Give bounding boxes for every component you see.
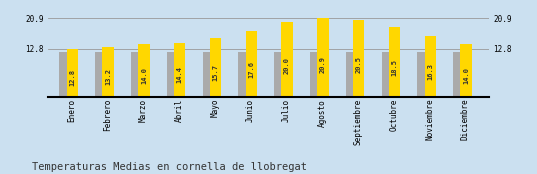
Text: 14.0: 14.0 (463, 67, 469, 84)
Bar (353, 20, 365, 97)
Bar (103, 48, 114, 97)
Bar (131, 52, 142, 97)
Bar (417, 52, 429, 97)
Bar (174, 43, 185, 97)
Text: 17.6: 17.6 (248, 61, 255, 78)
Text: 18.5: 18.5 (391, 60, 397, 77)
Bar (460, 44, 472, 97)
Bar (346, 52, 357, 97)
Bar (453, 52, 465, 97)
Text: Temperaturas Medias en cornella de llobregat: Temperaturas Medias en cornella de llobr… (32, 162, 307, 172)
Bar (281, 22, 293, 97)
Bar (274, 52, 286, 97)
Text: 13.2: 13.2 (105, 68, 111, 85)
Text: 12.8: 12.8 (69, 69, 75, 86)
Bar (202, 52, 214, 97)
Bar (245, 31, 257, 97)
Text: 15.7: 15.7 (213, 64, 219, 81)
Bar (210, 38, 221, 97)
Bar (310, 52, 322, 97)
Text: 16.3: 16.3 (427, 63, 433, 80)
Bar (317, 18, 329, 97)
Bar (67, 49, 78, 97)
Bar (389, 27, 400, 97)
Bar (138, 44, 150, 97)
Bar (382, 52, 393, 97)
Text: 20.0: 20.0 (284, 57, 290, 74)
Bar (238, 52, 250, 97)
Bar (60, 52, 71, 97)
Text: 20.9: 20.9 (320, 56, 326, 73)
Bar (425, 36, 436, 97)
Text: 14.0: 14.0 (141, 67, 147, 84)
Text: 14.4: 14.4 (177, 66, 183, 83)
Text: 20.5: 20.5 (355, 56, 362, 73)
Bar (167, 52, 178, 97)
Bar (95, 52, 107, 97)
